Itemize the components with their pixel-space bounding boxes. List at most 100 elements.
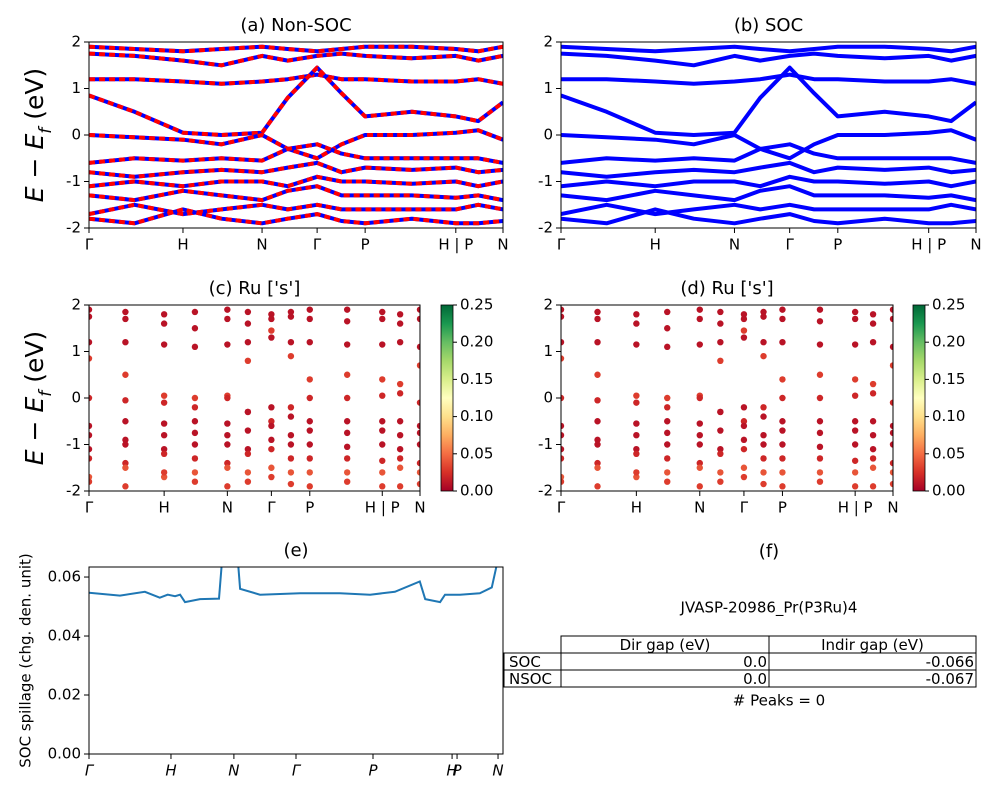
band-point — [396, 455, 404, 462]
band-point — [633, 432, 640, 439]
band-point — [122, 418, 129, 425]
band-point — [416, 469, 420, 476]
band-point — [416, 399, 420, 406]
band-point — [696, 306, 703, 313]
band-point — [851, 315, 859, 323]
band — [89, 160, 503, 179]
band-point — [816, 318, 824, 325]
band-point — [889, 459, 893, 467]
band-point — [760, 469, 767, 476]
band-point — [343, 443, 351, 451]
band — [89, 44, 503, 54]
band-point — [740, 315, 748, 323]
band-point — [664, 441, 671, 448]
band-point — [379, 469, 386, 476]
y-label-part: E − E — [20, 134, 49, 203]
band-point — [664, 478, 671, 485]
band-point — [160, 469, 168, 476]
band-point — [416, 315, 420, 323]
plot-area — [89, 567, 498, 604]
y-tick-label: -1 — [538, 172, 553, 190]
panel-title: (c) Ru ['s'] — [209, 278, 301, 299]
x-tick-label: N — [222, 499, 233, 517]
band-point — [779, 315, 786, 323]
y-tick-label: 2 — [543, 296, 553, 314]
column-header: Indir gap (eV) — [821, 636, 924, 654]
band-point — [869, 464, 877, 471]
band-point — [889, 480, 893, 488]
band-point — [191, 418, 199, 425]
band-point — [268, 311, 275, 318]
band-point — [889, 429, 893, 437]
y-tick-label: 0.00 — [48, 745, 81, 763]
x-tick-label: Γ — [740, 499, 749, 517]
table-text: SOC — [509, 653, 541, 671]
table-cell — [560, 669, 770, 688]
band-point — [160, 320, 168, 327]
band-point — [779, 339, 786, 346]
band-point — [740, 334, 748, 341]
table-cell — [768, 669, 977, 688]
band-point — [696, 432, 703, 439]
band-point — [224, 459, 231, 467]
band-point — [633, 341, 640, 348]
band-point — [561, 313, 565, 320]
band-point — [287, 308, 295, 316]
band-point — [396, 445, 404, 453]
colorbar-tick-label: 0.00 — [460, 482, 493, 500]
band-point — [633, 311, 640, 318]
band-point — [696, 315, 703, 323]
band-point — [160, 399, 168, 406]
band-point — [224, 420, 231, 427]
band-point — [740, 311, 748, 318]
band-point — [889, 306, 893, 313]
y-tick-label: 1 — [543, 79, 553, 97]
band-point — [306, 427, 313, 434]
band-point — [416, 343, 420, 351]
band-point — [396, 311, 404, 318]
band-point — [633, 399, 640, 406]
band-point — [89, 432, 93, 439]
band-point — [561, 355, 565, 362]
band-point — [244, 478, 252, 485]
band-point — [851, 427, 859, 434]
band-point — [869, 311, 877, 318]
band-point — [244, 308, 252, 316]
x-tick-label: N — [228, 762, 239, 780]
band-point — [268, 473, 275, 481]
band-point — [696, 394, 703, 402]
band-point — [740, 327, 748, 334]
colorbar-tick-label: 0.15 — [460, 370, 493, 388]
band-point — [343, 371, 351, 378]
colorbar-tick-label: 0.25 — [460, 296, 493, 314]
band-point — [191, 478, 199, 485]
band-point — [779, 441, 786, 448]
band-point — [594, 483, 601, 490]
band-point — [760, 404, 767, 411]
y-axis-label: SOC spillage (chg. den. unit) — [17, 553, 35, 768]
band-point — [696, 341, 703, 348]
band-point — [740, 473, 748, 481]
band-point — [594, 339, 601, 346]
band-point — [268, 464, 275, 471]
band — [561, 207, 976, 226]
band-point — [379, 308, 386, 316]
band-point — [244, 339, 252, 346]
band-point — [633, 420, 640, 427]
band-point — [561, 394, 565, 402]
band-point — [343, 455, 351, 462]
band-point — [287, 404, 295, 411]
band — [561, 44, 976, 54]
colorbar-tick-label: 0.10 — [932, 407, 965, 425]
band-point — [396, 432, 404, 439]
band-point — [191, 308, 199, 316]
band-point — [561, 445, 565, 453]
colorbar-tick-label: 0.10 — [460, 407, 493, 425]
y-label-part: (eV) — [20, 68, 49, 128]
colorbar-tick-label: 0.15 — [932, 370, 965, 388]
band-point — [306, 306, 313, 313]
band-point — [816, 418, 824, 425]
band — [561, 128, 976, 161]
panel-title: (a) Non-SOC — [240, 15, 351, 36]
y-tick-label: -2 — [66, 482, 81, 500]
